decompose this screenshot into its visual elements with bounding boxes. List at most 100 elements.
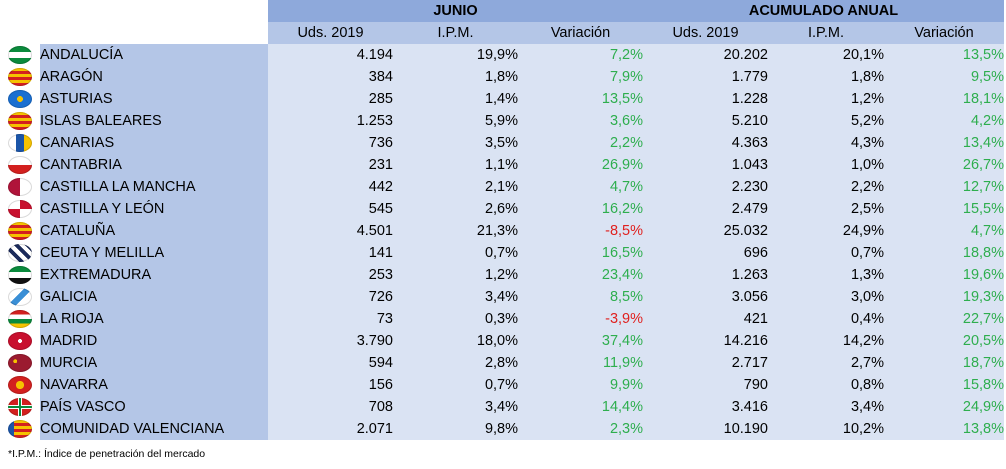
- castilla-y-leon-flag-icon: [8, 200, 32, 219]
- flag-cell: [0, 176, 40, 198]
- junio-uds-cell: 594: [268, 352, 393, 374]
- table-row: EXTREMADURA 253 1,2% 23,4% 1.263 1,3% 19,6%: [0, 264, 1004, 286]
- canarias-flag-icon: [8, 134, 32, 153]
- anual-variacion-cell: 4,7%: [884, 220, 1004, 242]
- col-header-variacion: Variación: [884, 22, 1004, 44]
- anual-ipm-cell: 4,3%: [768, 132, 884, 154]
- table-row: COMUNIDAD VALENCIANA 2.071 9,8% 2,3% 10.190 1…: [0, 418, 1004, 440]
- anual-uds-cell: 3.056: [643, 286, 768, 308]
- junio-uds-cell: 4.501: [268, 220, 393, 242]
- region-name: CANTABRIA: [40, 154, 268, 176]
- andalucia-flag-icon: [8, 46, 32, 65]
- col-header-ipm: I.P.M.: [393, 22, 518, 44]
- region-name: ANDALUCÍA: [40, 44, 268, 66]
- junio-uds-cell: 708: [268, 396, 393, 418]
- flag-cell: [0, 242, 40, 264]
- region-name: ASTURIAS: [40, 88, 268, 110]
- region-name: CANARIAS: [40, 132, 268, 154]
- flag-cell: [0, 352, 40, 374]
- ceuta-melilla-flag-icon: [8, 244, 32, 263]
- flag-cell: [0, 374, 40, 396]
- anual-variacion-cell: 20,5%: [884, 330, 1004, 352]
- anual-variacion-cell: 15,5%: [884, 198, 1004, 220]
- table-row: GALICIA 726 3,4% 8,5% 3.056 3,0% 19,3%: [0, 286, 1004, 308]
- anual-variacion-cell: 15,8%: [884, 374, 1004, 396]
- data-table: JUNIO ACUMULADO ANUAL Uds. 2019 I.P.M. V…: [0, 0, 1004, 440]
- anual-uds-cell: 790: [643, 374, 768, 396]
- anual-ipm-cell: 1,0%: [768, 154, 884, 176]
- anual-variacion-cell: 24,9%: [884, 396, 1004, 418]
- table-row: CATALUÑA 4.501 21,3% -8,5% 25.032 24,9% 4,7%: [0, 220, 1004, 242]
- region-name: CASTILLA Y LEÓN: [40, 198, 268, 220]
- junio-variacion-cell: 8,5%: [518, 286, 643, 308]
- junio-variacion-cell: 2,2%: [518, 132, 643, 154]
- junio-variacion-cell: 23,4%: [518, 264, 643, 286]
- la-rioja-flag-icon: [8, 310, 32, 329]
- region-name: NAVARRA: [40, 374, 268, 396]
- junio-uds-cell: 156: [268, 374, 393, 396]
- flag-cell: [0, 88, 40, 110]
- anual-ipm-cell: 1,8%: [768, 66, 884, 88]
- anual-uds-cell: 20.202: [643, 44, 768, 66]
- table-row: MADRID 3.790 18,0% 37,4% 14.216 14,2% 20,5%: [0, 330, 1004, 352]
- junio-uds-cell: 3.790: [268, 330, 393, 352]
- junio-ipm-cell: 1,1%: [393, 154, 518, 176]
- junio-uds-cell: 141: [268, 242, 393, 264]
- anual-variacion-cell: 4,2%: [884, 110, 1004, 132]
- anual-ipm-cell: 0,4%: [768, 308, 884, 330]
- pais-vasco-flag-icon: [8, 398, 32, 417]
- header-row-columns: Uds. 2019 I.P.M. Variación Uds. 2019 I.P…: [0, 22, 1004, 44]
- junio-ipm-cell: 21,3%: [393, 220, 518, 242]
- table-row: CANTABRIA 231 1,1% 26,9% 1.043 1,0% 26,7%: [0, 154, 1004, 176]
- table-row: CASTILLA Y LEÓN 545 2,6% 16,2% 2.479 2,5% 15,5…: [0, 198, 1004, 220]
- junio-variacion-cell: 37,4%: [518, 330, 643, 352]
- table-row: CEUTA Y MELILLA 141 0,7% 16,5% 696 0,7% 18,8%: [0, 242, 1004, 264]
- anual-ipm-cell: 2,7%: [768, 352, 884, 374]
- anual-uds-cell: 3.416: [643, 396, 768, 418]
- flag-cell: [0, 154, 40, 176]
- junio-variacion-cell: 13,5%: [518, 88, 643, 110]
- flag-cell: [0, 44, 40, 66]
- junio-ipm-cell: 3,4%: [393, 396, 518, 418]
- junio-variacion-cell: 7,2%: [518, 44, 643, 66]
- anual-variacion-cell: 18,8%: [884, 242, 1004, 264]
- junio-variacion-cell: 2,3%: [518, 418, 643, 440]
- junio-ipm-cell: 2,1%: [393, 176, 518, 198]
- junio-ipm-cell: 9,8%: [393, 418, 518, 440]
- junio-uds-cell: 285: [268, 88, 393, 110]
- junio-variacion-cell: 14,4%: [518, 396, 643, 418]
- anual-ipm-cell: 20,1%: [768, 44, 884, 66]
- flag-cell: [0, 110, 40, 132]
- anual-variacion-cell: 13,5%: [884, 44, 1004, 66]
- junio-ipm-cell: 0,7%: [393, 242, 518, 264]
- anual-variacion-cell: 18,1%: [884, 88, 1004, 110]
- flag-cell: [0, 66, 40, 88]
- junio-ipm-cell: 1,8%: [393, 66, 518, 88]
- castilla-la-mancha-flag-icon: [8, 178, 32, 197]
- baleares-flag-icon: [8, 112, 32, 131]
- region-name: CASTILLA LA MANCHA: [40, 176, 268, 198]
- asturias-flag-icon: [8, 90, 32, 109]
- anual-ipm-cell: 14,2%: [768, 330, 884, 352]
- cataluna-flag-icon: [8, 222, 32, 241]
- extremadura-flag-icon: [8, 266, 32, 285]
- anual-ipm-cell: 24,9%: [768, 220, 884, 242]
- junio-variacion-cell: 26,9%: [518, 154, 643, 176]
- anual-variacion-cell: 18,7%: [884, 352, 1004, 374]
- anual-uds-cell: 421: [643, 308, 768, 330]
- junio-variacion-cell: 11,9%: [518, 352, 643, 374]
- junio-uds-cell: 736: [268, 132, 393, 154]
- flag-cell: [0, 198, 40, 220]
- junio-uds-cell: 2.071: [268, 418, 393, 440]
- col-header-uds: Uds. 2019: [268, 22, 393, 44]
- col-header-uds: Uds. 2019: [643, 22, 768, 44]
- table-row: ISLAS BALEARES 1.253 5,9% 3,6% 5.210 5,2% 4,2%: [0, 110, 1004, 132]
- anual-ipm-cell: 0,8%: [768, 374, 884, 396]
- anual-ipm-cell: 5,2%: [768, 110, 884, 132]
- junio-ipm-cell: 3,4%: [393, 286, 518, 308]
- junio-variacion-cell: -8,5%: [518, 220, 643, 242]
- anual-variacion-cell: 9,5%: [884, 66, 1004, 88]
- anual-variacion-cell: 26,7%: [884, 154, 1004, 176]
- junio-variacion-cell: 7,9%: [518, 66, 643, 88]
- junio-uds-cell: 73: [268, 308, 393, 330]
